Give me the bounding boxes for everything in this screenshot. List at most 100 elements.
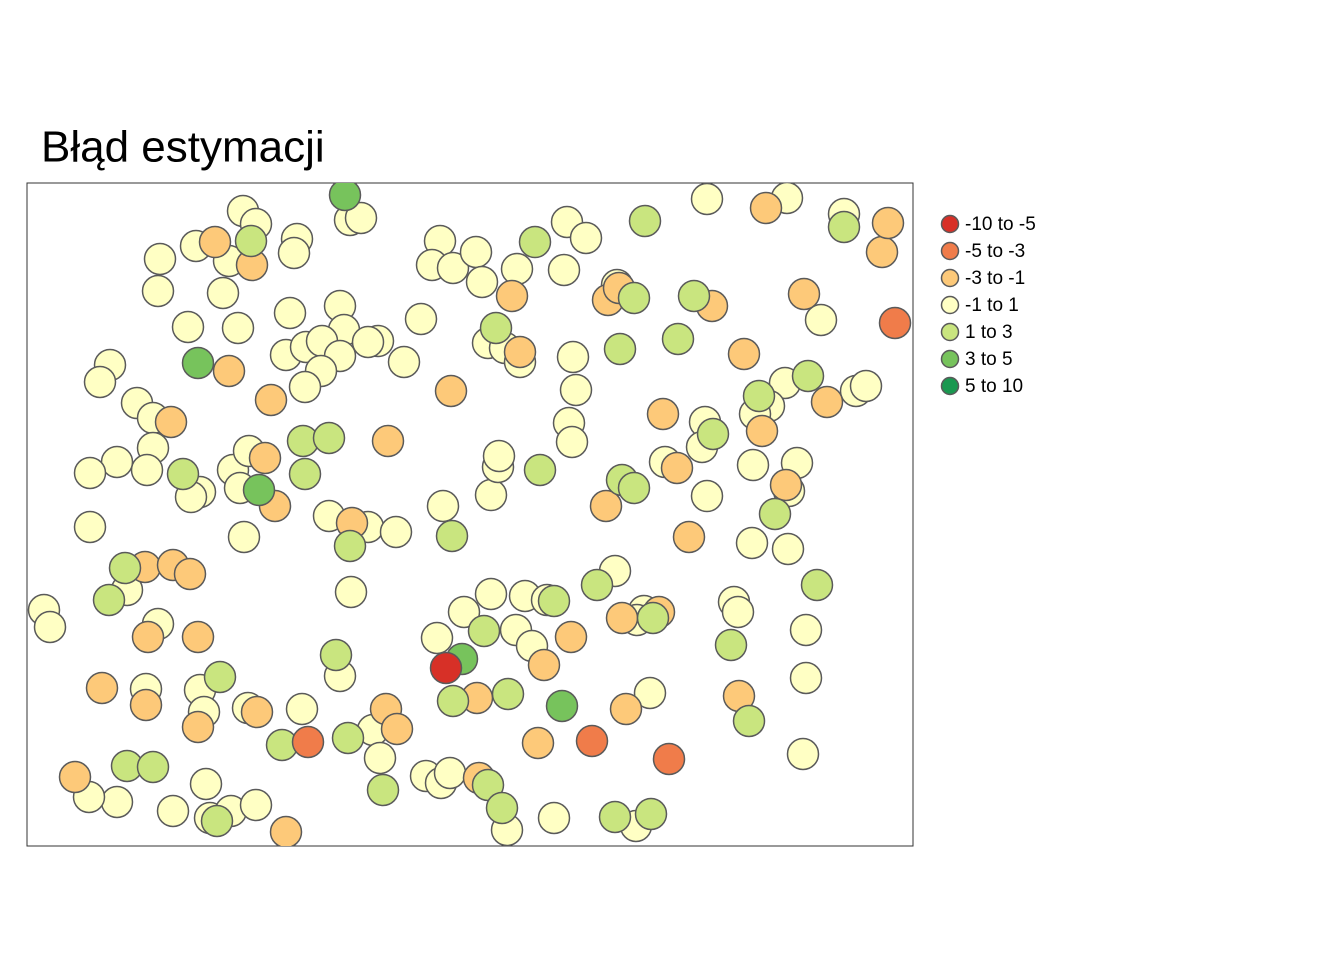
- point: [319, 638, 353, 672]
- point: [603, 332, 637, 366]
- point: [575, 724, 609, 758]
- point: [745, 414, 779, 448]
- point: [555, 425, 589, 459]
- point: [598, 800, 632, 834]
- point: [130, 453, 164, 487]
- point: [800, 568, 834, 602]
- point: [527, 648, 561, 682]
- point: [661, 322, 695, 356]
- point: [559, 373, 593, 407]
- point: [363, 741, 397, 775]
- point: [328, 183, 362, 212]
- point: [436, 251, 470, 285]
- point: [810, 385, 844, 419]
- legend-label: -1 to 1: [965, 295, 1019, 316]
- legend-label: -10 to -5: [965, 214, 1036, 235]
- point: [789, 661, 823, 695]
- point: [198, 225, 232, 259]
- point: [646, 397, 680, 431]
- point: [769, 468, 803, 502]
- point: [447, 595, 481, 629]
- point: [429, 651, 463, 685]
- point: [366, 773, 400, 807]
- point: [435, 519, 469, 553]
- point: [143, 242, 177, 276]
- point: [580, 568, 614, 602]
- point: [344, 201, 378, 235]
- point: [436, 684, 470, 718]
- legend-swatch: [940, 241, 960, 261]
- legend-swatch: [940, 349, 960, 369]
- legend-label: 3 to 5: [965, 349, 1013, 370]
- point: [547, 253, 581, 287]
- point: [554, 620, 588, 654]
- point: [379, 515, 413, 549]
- point: [459, 235, 493, 269]
- point: [735, 526, 769, 560]
- point: [617, 281, 651, 315]
- point: [634, 797, 668, 831]
- legend-swatch: [940, 295, 960, 315]
- point: [92, 583, 126, 617]
- point: [288, 457, 322, 491]
- point: [789, 613, 823, 647]
- point: [203, 660, 237, 694]
- point: [628, 204, 662, 238]
- point: [495, 279, 529, 313]
- point: [503, 335, 537, 369]
- point: [269, 815, 303, 846]
- point: [609, 692, 643, 726]
- point: [467, 614, 501, 648]
- point: [482, 439, 516, 473]
- map-title: Błąd estymacji: [41, 123, 325, 172]
- point: [732, 704, 766, 738]
- point: [73, 456, 107, 490]
- legend: -10 to -5 -5 to -3 -3 to -1 -1 to 1 1 to 3 3 …: [940, 214, 1036, 397]
- point: [248, 441, 282, 475]
- points: [27, 183, 912, 846]
- point: [334, 575, 368, 609]
- point: [136, 750, 170, 784]
- point: [672, 520, 706, 554]
- point: [677, 279, 711, 313]
- point: [771, 532, 805, 566]
- point: [333, 529, 367, 563]
- point: [617, 471, 651, 505]
- point: [791, 359, 825, 393]
- point: [742, 379, 776, 413]
- point: [227, 520, 261, 554]
- point: [73, 510, 107, 544]
- legend-swatch: [940, 268, 960, 288]
- point: [173, 557, 207, 591]
- point: [33, 610, 67, 644]
- point: [569, 221, 603, 255]
- point: [189, 767, 223, 801]
- point: [491, 677, 525, 711]
- point: [878, 306, 912, 340]
- point: [156, 794, 190, 828]
- point: [58, 760, 92, 794]
- legend-label: 1 to 3: [965, 322, 1013, 343]
- point: [636, 601, 670, 635]
- point: [234, 224, 268, 258]
- point: [285, 692, 319, 726]
- point: [420, 621, 454, 655]
- point: [387, 345, 421, 379]
- legend-label: 5 to 10: [965, 376, 1023, 397]
- point: [239, 788, 273, 822]
- point: [242, 473, 276, 507]
- point: [804, 303, 838, 337]
- legend-label: -5 to -3: [965, 241, 1025, 262]
- point: [605, 601, 639, 635]
- point: [518, 225, 552, 259]
- point: [108, 551, 142, 585]
- point: [206, 276, 240, 310]
- point: [714, 628, 748, 662]
- point: [141, 274, 175, 308]
- point: [240, 695, 274, 729]
- point: [351, 325, 385, 359]
- point: [652, 742, 686, 776]
- point: [100, 785, 134, 819]
- point: [474, 577, 508, 611]
